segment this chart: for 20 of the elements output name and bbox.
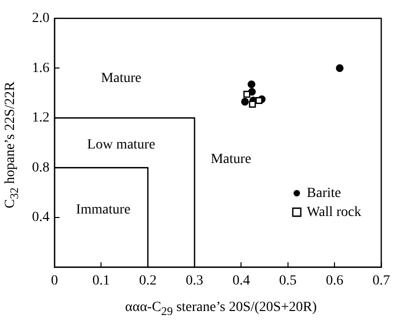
x-tick-label: 0.6	[326, 273, 344, 288]
y-tick-label: 2.0	[32, 11, 50, 26]
annotation: Immature	[76, 202, 130, 218]
y-tick-label: 0.8	[32, 160, 50, 176]
y-tick-label: 1.2	[32, 110, 50, 126]
x-tick-label: 0	[51, 273, 58, 288]
y-tick-label: 1.6	[32, 60, 50, 76]
legend-label: Wall rock	[306, 204, 362, 220]
x-axis-title: ααα-C$_{29}$ sterane’s 20S/(20S+20R)	[125, 300, 317, 318]
annotation: Mature	[210, 152, 252, 168]
x-tick-label: 0.2	[139, 273, 157, 288]
x-tick-label: 0.4	[232, 273, 250, 288]
x-tick-label: 0.5	[279, 273, 297, 288]
annotation: Mature	[100, 70, 142, 86]
y-tick-label: 0.4	[32, 210, 50, 226]
legend-label: Barite	[306, 186, 342, 201]
x-tick-label: 0.1	[92, 273, 110, 288]
x-tick-label: 0.7	[372, 273, 390, 288]
x-tick-label: 0.3	[186, 273, 204, 288]
annotation: Low mature	[87, 137, 156, 152]
